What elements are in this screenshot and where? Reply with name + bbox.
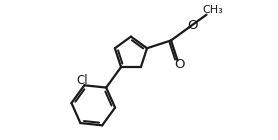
Text: O: O	[174, 59, 184, 72]
Text: Cl: Cl	[77, 74, 88, 88]
Text: O: O	[187, 19, 197, 32]
Text: CH₃: CH₃	[202, 5, 223, 15]
